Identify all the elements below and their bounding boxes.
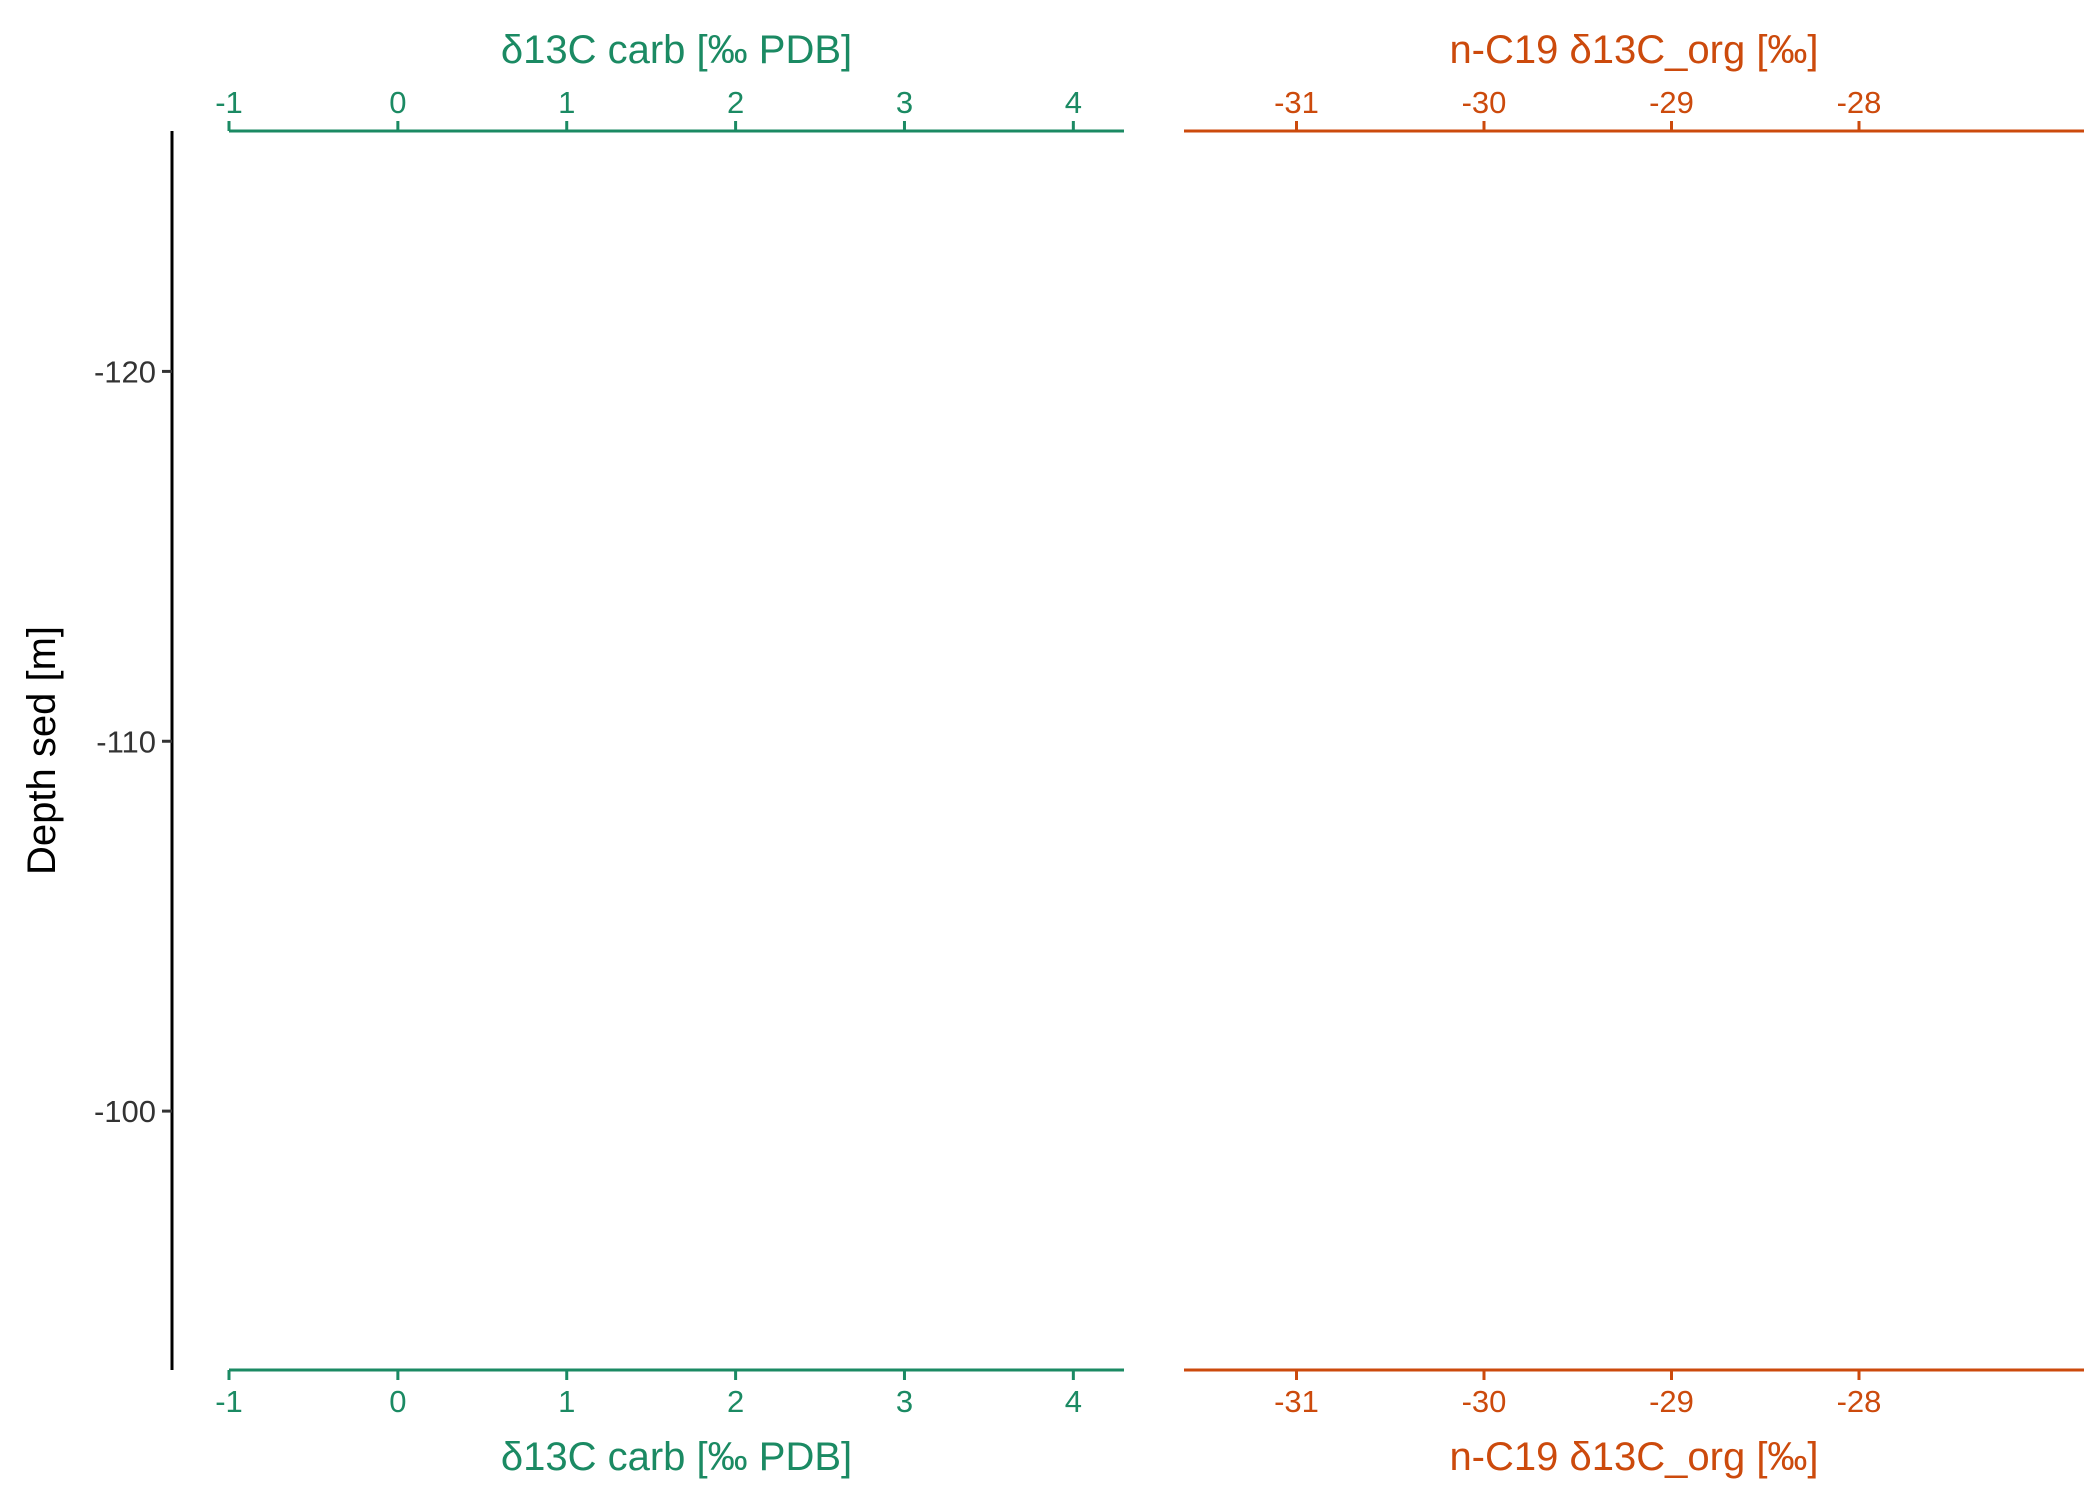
bottom-x-tick-label: 3 [896, 1384, 913, 1419]
bottom-x-tick-label: -28 [1837, 1384, 1882, 1419]
depth-axis: -120 -110 -100 Depth sed [m] [20, 131, 174, 1370]
bottom-x-tick-label: -1 [215, 1384, 243, 1419]
top-x-axis-title: n-C19 δ13C_org [‰] [1449, 28, 1818, 72]
bottom-x-axis-title: δ13C carb [‰ PDB] [501, 1435, 852, 1479]
y-tick-label: -120 [94, 354, 156, 389]
bottom-x-tick-label: 1 [558, 1384, 575, 1419]
top-x-tick-label: 4 [1065, 85, 1082, 120]
top-x-tick-label: -30 [1462, 85, 1507, 120]
bottom-x-tick-label: -29 [1649, 1384, 1694, 1419]
panel-carb: -1 -1 0 0 1 1 2 2 3 3 4 4 δ13C carb [‰ PDB] δ13C carb… [215, 28, 1124, 1479]
top-x-tick-label: -31 [1274, 85, 1319, 120]
isotope-panels: -1 -1 0 0 1 1 2 2 3 3 4 4 δ13C carb [‰ PDB] δ13C carb… [215, 28, 2084, 1479]
y-tick-label: -100 [94, 1094, 156, 1129]
bottom-x-tick-label: -30 [1462, 1384, 1507, 1419]
bottom-x-tick-label: -31 [1274, 1384, 1319, 1419]
bottom-x-tick-label: 2 [727, 1384, 744, 1419]
top-x-axis-title: δ13C carb [‰ PDB] [501, 28, 852, 72]
top-x-tick-label: 3 [896, 85, 913, 120]
y-axis-title: Depth sed [m] [20, 626, 64, 875]
y-tick-label: -110 [96, 724, 156, 759]
top-x-tick-label: -28 [1837, 85, 1882, 120]
top-x-tick-label: -29 [1649, 85, 1694, 120]
panel-org: -31 -31 -30 -30 -29 -29 -28 -28 n-C19 δ13C_org [… [1184, 28, 2084, 1479]
bottom-x-axis-title: n-C19 δ13C_org [‰] [1449, 1435, 1818, 1479]
top-x-tick-label: 0 [389, 85, 406, 120]
bottom-x-tick-label: 4 [1065, 1384, 1082, 1419]
bottom-x-tick-label: 0 [389, 1384, 406, 1419]
top-x-tick-label: -1 [215, 85, 243, 120]
top-x-tick-label: 2 [727, 85, 744, 120]
top-x-tick-label: 1 [558, 85, 575, 120]
